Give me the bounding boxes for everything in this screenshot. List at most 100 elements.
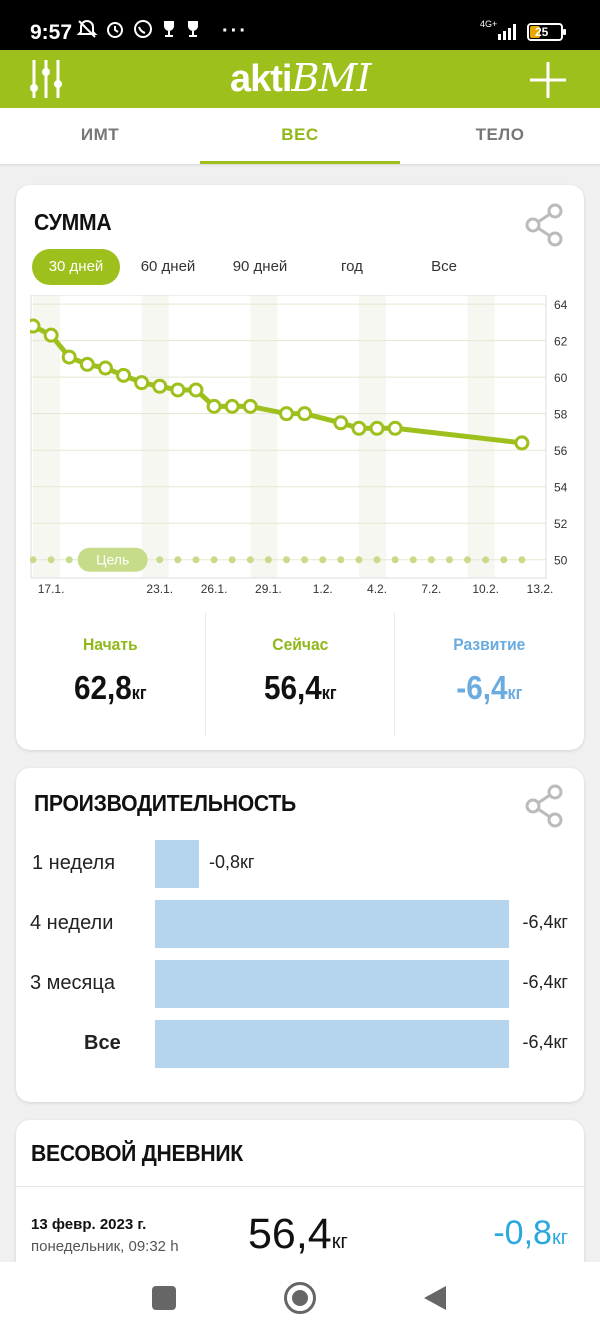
performance-row-label: 1 неделя [32,852,116,874]
performance-row-label: Все [84,1032,121,1054]
weight-point [116,367,132,383]
status-time: 9:57 [30,21,73,44]
range-90-days[interactable]: 90 дней [232,258,288,275]
summary-title: СУММА [34,209,112,235]
weight-diary-card: ВЕСОВОЙ ДНЕВНИК 13 февр. 2023 г. понедел… [16,1120,584,1280]
goal-dot [174,556,182,564]
performance-row: 1 неделя -0,8кг [16,840,584,888]
filter-sliders-icon[interactable] [28,58,64,100]
weight-point [79,356,95,372]
goal-dot [228,556,236,564]
add-entry-button[interactable] [528,60,568,100]
weight-point [369,420,385,436]
x-tick-label: 1.2. [313,582,333,595]
trophy-icon [160,18,178,45]
alarm-icon [104,18,126,45]
goal-dot [373,556,381,564]
app-bar: aktiBMI [0,50,600,108]
back-button[interactable] [424,1286,446,1310]
summary-stats: Начать 62,8кг Сейчас 56,4кг Развитие -6,… [16,613,584,735]
goal-dot [301,556,309,564]
diary-title: ВЕСОВОЙ ДНЕВНИК [31,1140,243,1166]
y-tick-label: 64 [554,298,568,312]
goal-dot [337,556,345,564]
notification-icons [76,18,202,45]
network-type: 4G+ [480,19,498,29]
performance-bar [155,900,509,948]
weight-point [25,318,41,334]
signal-icon [498,22,520,45]
main-tabs: ИМТ ВЕС ТЕЛО [0,108,600,164]
goal-dot [355,556,363,564]
y-tick-label: 60 [554,371,568,385]
goal-dot [156,556,164,564]
diary-entry-weight: 56,4кг [248,1210,348,1258]
stat-development-label: Развитие [453,635,526,654]
x-tick-label: 4.2. [367,582,387,595]
weight-point [297,406,313,422]
weight-point [97,360,113,376]
performance-row-label: 3 месяца [30,972,115,994]
battery-level: 25 [535,25,549,39]
range-30-days[interactable]: 30 дней [32,249,120,285]
x-tick-label: 29.1. [255,582,282,595]
weight-point [152,378,168,394]
chart-frame [30,294,547,579]
goal-dot [445,556,453,564]
share-icon[interactable] [524,784,564,828]
performance-bar [155,840,199,888]
goal-dot [246,556,254,564]
performance-bar [155,1020,509,1068]
range-all[interactable]: Все [431,258,457,275]
performance-row: Все -6,4кг [16,1020,584,1068]
x-tick-label: 7.2. [421,582,441,595]
range-year[interactable]: год [341,258,363,275]
y-tick-label: 50 [554,554,568,568]
performance-row-value: -6,4кг [522,972,568,992]
share-icon[interactable] [524,203,564,247]
x-tick-label: 17.1. [38,582,65,595]
goal-dot [283,556,290,564]
goal-dot [319,556,327,564]
x-tick-label: 26.1. [201,582,228,595]
chart-band [358,295,387,578]
stat-start: Начать 62,8кг [16,613,205,735]
goal-dot [391,556,399,564]
diary-entry-change: -0,8кг [493,1214,568,1252]
stat-now: Сейчас 56,4кг [204,613,395,735]
tab-bmi[interactable]: ИМТ [80,125,120,144]
weight-point [61,349,77,365]
performance-title: ПРОИЗВОДИТЕЛЬНОСТЬ [34,790,296,816]
goal-dot [409,556,417,564]
performance-row: 3 месяца -6,4кг [16,960,584,1008]
goal-dot [518,556,526,564]
goal-dot [500,556,508,564]
stat-now-label: Сейчас [271,635,329,654]
recent-apps-button[interactable] [152,1286,176,1310]
goal-dot [29,556,37,564]
weight-point [387,420,403,436]
goal-label-pill [77,547,148,572]
weight-point [279,406,294,422]
tab-weight[interactable]: ВЕС [200,108,400,164]
performance-row-value: -0,8кг [209,852,255,872]
tab-body[interactable]: ТЕЛО [475,125,525,144]
diary-entry-time: понедельник, 09:32 h [31,1238,179,1255]
range-60-days[interactable]: 60 дней [140,258,196,275]
performance-row-value: -6,4кг [522,1032,568,1052]
weight-point [242,398,258,414]
more-notifications: ··· [222,20,248,42]
x-tick-label: 23.1. [146,582,173,595]
performance-card: ПРОИЗВОДИТЕЛЬНОСТЬ 1 неделя -0,8кг 4 нед… [16,768,584,1102]
x-tick-label: 13.2. [527,582,554,595]
home-button[interactable] [284,1282,316,1314]
whatsapp-icon [132,18,154,45]
stat-start-label: Начать [83,635,138,654]
goal-dot [427,556,435,564]
weight-point [351,420,367,436]
weight-point [206,398,222,414]
goal-dot [192,556,200,564]
y-tick-label: 52 [554,517,568,531]
status-bar: 9:57 ··· 4G+ 25 [0,0,600,50]
system-nav-bar [0,1262,600,1332]
